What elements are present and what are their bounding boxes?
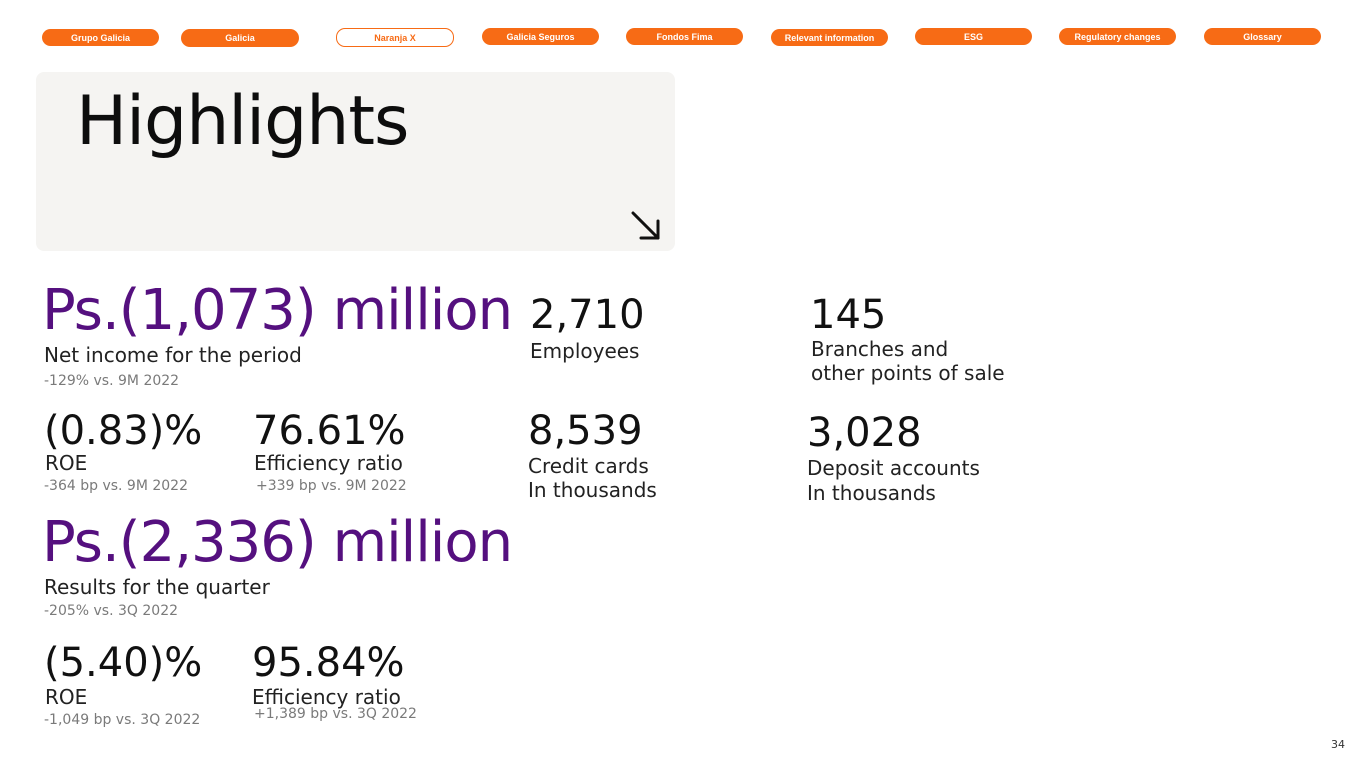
tab-grupo-galicia[interactable]: Grupo Galicia: [42, 29, 159, 46]
period-roe-label: ROE: [45, 451, 88, 475]
hero-panel: Highlights: [36, 72, 675, 251]
branches-label-line2: other points of sale: [811, 361, 1005, 385]
net-income-label: Net income for the period: [44, 343, 302, 367]
deposit-accounts-label-line1: Deposit accounts: [807, 456, 980, 480]
quarter-results-change: -205% vs. 3Q 2022: [44, 603, 179, 619]
period-efficiency-change: +339 bp vs. 9M 2022: [256, 478, 407, 494]
period-roe-value: (0.83)%: [44, 408, 203, 454]
tab-fondos-fima[interactable]: Fondos Fima: [626, 28, 743, 45]
quarter-roe-label: ROE: [45, 685, 88, 709]
net-income-change: -129% vs. 9M 2022: [44, 373, 180, 389]
quarter-efficiency-label: Efficiency ratio: [252, 685, 401, 709]
quarter-results-value: Ps.(2,336) million: [42, 510, 513, 575]
period-efficiency-label: Efficiency ratio: [254, 451, 403, 475]
tab-galicia-seguros[interactable]: Galicia Seguros: [482, 28, 599, 45]
tab-naranja-x[interactable]: Naranja X: [336, 28, 454, 47]
arrow-down-right-icon: [631, 211, 660, 240]
credit-cards-label-line1: Credit cards: [528, 454, 649, 478]
quarter-roe-change: -1,049 bp vs. 3Q 2022: [44, 712, 201, 728]
quarter-efficiency-change: +1,389 bp vs. 3Q 2022: [254, 706, 417, 722]
quarter-results-label: Results for the quarter: [44, 575, 270, 599]
credit-cards-label-line2: In thousands: [528, 478, 657, 502]
tab-relevant-information[interactable]: Relevant information: [771, 29, 888, 46]
tab-esg[interactable]: ESG: [915, 28, 1032, 45]
quarter-efficiency-value: 95.84%: [252, 640, 405, 686]
credit-cards-value: 8,539: [528, 408, 643, 454]
period-efficiency-value: 76.61%: [253, 408, 406, 454]
tab-regulatory-changes[interactable]: Regulatory changes: [1059, 28, 1176, 45]
branches-value: 145: [810, 292, 887, 338]
employees-value: 2,710: [530, 292, 645, 338]
page-number: 34: [1331, 738, 1345, 751]
deposit-accounts-label-line2: In thousands: [807, 481, 936, 505]
tab-glossary[interactable]: Glossary: [1204, 28, 1321, 45]
tab-galicia[interactable]: Galicia: [181, 29, 299, 47]
quarter-roe-value: (5.40)%: [44, 640, 203, 686]
employees-label: Employees: [530, 339, 640, 363]
net-income-value: Ps.(1,073) million: [42, 278, 513, 343]
page-title: Highlights: [76, 82, 409, 161]
deposit-accounts-value: 3,028: [807, 410, 922, 456]
branches-label-line1: Branches and: [811, 337, 949, 361]
period-roe-change: -364 bp vs. 9M 2022: [44, 478, 188, 494]
